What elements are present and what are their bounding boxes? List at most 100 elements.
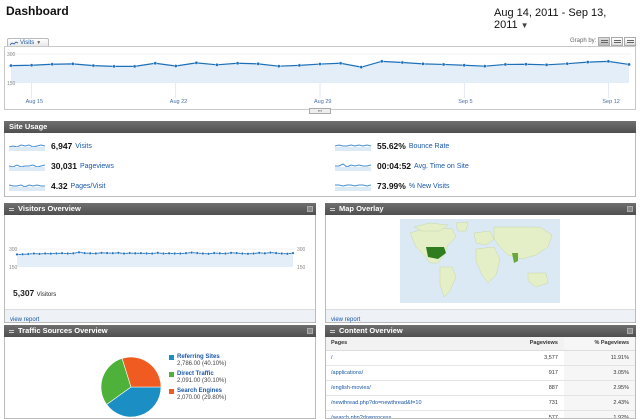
new-visits-link[interactable]: % New Visits	[408, 182, 450, 190]
data-point[interactable]	[338, 61, 343, 66]
data-point[interactable]	[285, 252, 289, 256]
data-point[interactable]	[256, 62, 260, 66]
data-point[interactable]	[257, 251, 261, 255]
data-point[interactable]	[153, 61, 157, 66]
data-point[interactable]	[111, 251, 115, 255]
data-point[interactable]	[194, 61, 199, 65]
data-point[interactable]	[195, 251, 199, 255]
page-link[interactable]: /english-movies/	[326, 380, 496, 396]
data-point[interactable]	[229, 251, 233, 255]
data-point[interactable]	[586, 60, 590, 64]
data-point[interactable]	[215, 63, 219, 67]
data-point[interactable]	[26, 252, 30, 256]
traffic-sources-header[interactable]: Traffic Sources Overview	[4, 325, 316, 337]
drag-handle-icon[interactable]	[9, 329, 14, 333]
drag-handle-icon[interactable]	[330, 329, 335, 333]
data-point[interactable]	[565, 61, 570, 66]
data-point[interactable]	[201, 252, 205, 256]
data-point[interactable]	[21, 252, 25, 256]
legend-search-engines[interactable]: Search Engines 2,070.00 (29.80%)	[169, 388, 226, 402]
pie-slice[interactable]	[121, 356, 162, 388]
data-point[interactable]	[50, 62, 55, 67]
page-link[interactable]: /	[326, 350, 496, 366]
bounce-rate-link[interactable]: Bounce Rate	[408, 142, 450, 150]
data-point[interactable]	[66, 252, 70, 256]
data-point[interactable]	[190, 251, 194, 255]
visits-chart[interactable]: 300 150 Aug 15 Aug 22 Aug 29 Sep 5 Sep 12	[4, 46, 636, 110]
drag-handle-icon[interactable]	[330, 207, 335, 211]
data-point[interactable]	[32, 252, 36, 256]
data-point[interactable]	[91, 63, 96, 68]
data-point[interactable]	[173, 252, 177, 256]
data-point[interactable]	[122, 252, 126, 256]
data-point[interactable]	[9, 63, 13, 68]
data-point[interactable]	[133, 251, 137, 255]
data-point[interactable]	[128, 251, 132, 255]
data-point[interactable]	[71, 251, 75, 255]
data-point[interactable]	[400, 60, 405, 65]
data-point[interactable]	[54, 251, 58, 255]
data-point[interactable]	[246, 252, 250, 256]
collapse-icon[interactable]	[307, 328, 313, 334]
graph-by-week-button[interactable]	[611, 37, 623, 46]
data-point[interactable]	[49, 252, 53, 256]
visitors-overview-header[interactable]: Visitors Overview	[4, 203, 316, 215]
data-point[interactable]	[359, 65, 364, 69]
map-overlay-header[interactable]: Map Overlay	[325, 203, 636, 215]
data-point[interactable]	[544, 63, 549, 67]
legend-referring-sites[interactable]: Referring Sites 2,786.00 (40.10%)	[169, 354, 226, 368]
content-overview-header[interactable]: Content Overview	[325, 325, 636, 337]
view-report-link[interactable]: view report	[10, 317, 40, 323]
collapse-icon[interactable]	[627, 328, 633, 334]
visits-link[interactable]: Visits	[75, 142, 92, 150]
data-point[interactable]	[207, 252, 211, 256]
data-point[interactable]	[184, 251, 188, 255]
data-point[interactable]	[29, 63, 34, 68]
pages-per-visit-link[interactable]: Pages/Visit	[70, 182, 106, 190]
page-link[interactable]: /applications/	[326, 365, 496, 381]
data-point[interactable]	[167, 251, 171, 255]
data-point[interactable]	[606, 59, 611, 64]
data-point[interactable]	[99, 251, 103, 255]
data-point[interactable]	[297, 63, 302, 68]
data-point[interactable]	[524, 62, 528, 67]
graph-by-month-button[interactable]	[624, 37, 636, 46]
data-point[interactable]	[379, 59, 384, 64]
data-point[interactable]	[218, 251, 222, 255]
data-point[interactable]	[462, 63, 467, 68]
data-point[interactable]	[150, 252, 154, 256]
data-point[interactable]	[627, 62, 631, 67]
data-point[interactable]	[274, 251, 278, 255]
data-point[interactable]	[15, 252, 19, 256]
data-point[interactable]	[421, 62, 425, 66]
pie-slice[interactable]	[106, 386, 162, 418]
data-point[interactable]	[88, 251, 92, 255]
data-point[interactable]	[291, 251, 295, 255]
data-point[interactable]	[83, 251, 87, 255]
data-point[interactable]	[268, 251, 272, 255]
data-point[interactable]	[235, 61, 240, 66]
data-point[interactable]	[43, 252, 47, 256]
data-point[interactable]	[112, 64, 116, 69]
data-point[interactable]	[482, 64, 487, 68]
avg-time-link[interactable]: Avg. Time on Site	[414, 162, 469, 170]
data-point[interactable]	[145, 251, 149, 255]
data-point[interactable]	[116, 251, 120, 255]
data-point[interactable]	[263, 251, 267, 255]
data-point[interactable]	[71, 62, 75, 66]
data-point[interactable]	[156, 251, 160, 255]
data-point[interactable]	[318, 62, 322, 66]
data-point[interactable]	[212, 251, 216, 255]
data-point[interactable]	[276, 64, 281, 68]
data-point[interactable]	[240, 252, 244, 256]
chart-resize-handle[interactable]: ▪▪▪	[309, 108, 331, 114]
data-point[interactable]	[503, 62, 508, 67]
data-point[interactable]	[94, 251, 98, 255]
page-link[interactable]: /newthread.php?do=newthread&f=10	[326, 395, 496, 411]
data-point[interactable]	[441, 62, 446, 67]
pie-slice[interactable]	[100, 357, 132, 405]
page-link[interactable]: /search.php?do=process	[326, 410, 496, 418]
view-report-link[interactable]: view report	[331, 317, 361, 323]
data-point[interactable]	[223, 252, 227, 256]
data-point[interactable]	[280, 252, 284, 256]
